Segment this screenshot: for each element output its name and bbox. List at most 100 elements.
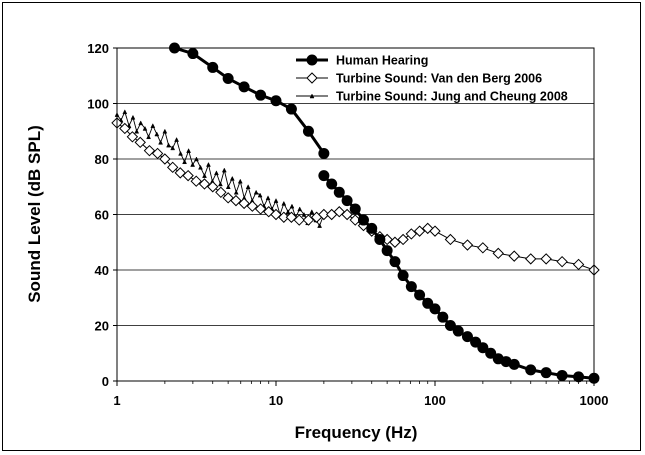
data-point (366, 222, 378, 234)
x-axis-title: Frequency (Hz) (295, 423, 418, 442)
series-line (174, 46, 326, 155)
data-point (182, 169, 194, 182)
data-point (326, 178, 338, 190)
data-point (389, 256, 401, 268)
data-point (229, 175, 235, 181)
data-point (318, 147, 330, 159)
data-point (349, 203, 361, 215)
data-point (414, 289, 426, 301)
data-point (302, 125, 314, 137)
data-point (444, 320, 456, 331)
data-point (190, 175, 202, 187)
data-point (318, 170, 330, 182)
legend-label: Human Hearing (336, 54, 428, 68)
data-point (556, 255, 568, 268)
legend-marker (306, 54, 318, 66)
data-point (238, 81, 250, 93)
data-point (452, 325, 464, 337)
data-point (187, 48, 199, 60)
data-point (154, 131, 160, 137)
data-point (159, 153, 171, 165)
data-point (174, 137, 179, 142)
data-point (246, 200, 259, 212)
data-point (317, 223, 322, 228)
data-point (253, 189, 259, 195)
data-point (122, 109, 128, 115)
data-point (170, 145, 176, 151)
data-point (302, 214, 315, 226)
data-point (134, 128, 140, 134)
y-tick-label: 0 (102, 374, 109, 389)
series-2 (114, 109, 327, 228)
data-point (202, 173, 207, 178)
x-tick-label: 1000 (580, 393, 609, 408)
series-line (116, 110, 325, 227)
data-point (255, 89, 267, 101)
data-point (158, 139, 163, 145)
data-point (225, 184, 231, 189)
data-point (508, 250, 520, 262)
series-0 (169, 42, 600, 384)
data-point (150, 123, 156, 128)
data-point (162, 128, 168, 134)
legend: Human Hearing Turbine Sound: Van den Berg… (296, 54, 568, 104)
data-point (341, 208, 353, 221)
data-point (182, 159, 187, 165)
data-point (126, 131, 139, 143)
data-point (215, 186, 227, 199)
x-tick-label: 10 (269, 393, 283, 408)
data-point (207, 61, 219, 73)
data-point (341, 195, 353, 207)
data-point (254, 203, 267, 215)
legend-label: Turbine Sound: Van den Berg 2006 (336, 72, 542, 86)
series-1 (111, 117, 600, 276)
data-point (198, 178, 211, 190)
data-point (437, 311, 449, 323)
data-point (444, 233, 457, 246)
y-axis-title: Sound Level (dB SPL) (25, 125, 44, 303)
data-point (572, 258, 585, 271)
data-point (166, 142, 171, 148)
data-point (397, 270, 409, 282)
legend-entry: Turbine Sound: Van den Berg 2006 (296, 72, 542, 86)
series-line (322, 174, 595, 380)
legend-marker (306, 72, 318, 84)
data-point (333, 186, 345, 198)
data-point (214, 170, 219, 176)
data-point (257, 192, 263, 198)
legend-label: Turbine Sound: Jung and Cheung 2008 (336, 90, 568, 104)
data-point (198, 164, 203, 170)
data-point (146, 134, 151, 140)
data-point (461, 239, 474, 251)
data-point (485, 347, 497, 359)
data-point (143, 144, 156, 157)
data-point (285, 209, 291, 214)
data-point (221, 167, 227, 173)
x-tick-label: 100 (424, 393, 446, 408)
y-tick-label: 40 (95, 263, 109, 278)
data-point (134, 136, 146, 149)
data-point (413, 225, 426, 237)
data-point (540, 253, 552, 265)
data-point (230, 194, 242, 207)
data-point (289, 203, 295, 209)
data-point (297, 206, 303, 212)
data-point (278, 211, 290, 223)
data-point (492, 247, 504, 260)
data-point (318, 208, 330, 221)
data-point (237, 178, 243, 184)
data-point (194, 156, 199, 162)
y-tick-label: 60 (95, 208, 109, 223)
data-point (206, 161, 211, 167)
data-point (525, 253, 537, 265)
data-point (508, 358, 520, 370)
plot-area-border (116, 47, 595, 382)
data-point (178, 150, 183, 156)
series-layer (111, 42, 600, 384)
data-point (293, 214, 305, 226)
series-line (116, 122, 595, 271)
data-point (405, 228, 418, 240)
data-point (190, 161, 196, 167)
